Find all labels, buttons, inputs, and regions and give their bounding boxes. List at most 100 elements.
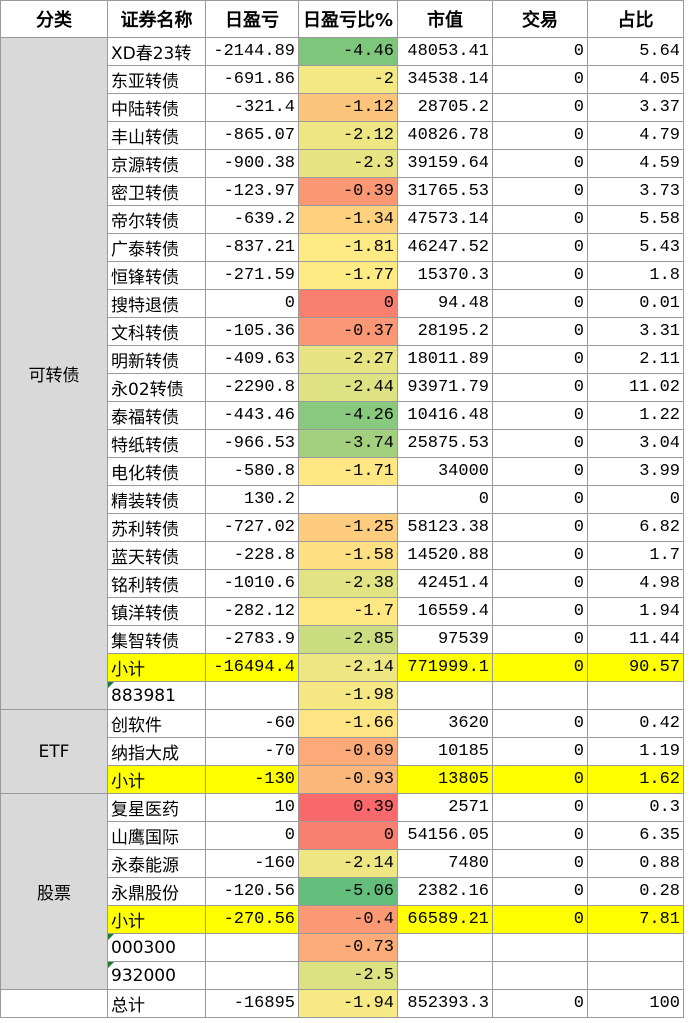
cell-pnl: -691.86: [205, 65, 299, 94]
empty-cell: [205, 961, 299, 990]
category: 可转债: [0, 37, 108, 710]
column-header: 证券名称: [107, 0, 206, 38]
cell-value: 40826.78: [397, 121, 493, 150]
cell-ratio: -0.93: [298, 765, 398, 794]
cell-pnl: -120.56: [205, 877, 299, 906]
cell-trade: 0: [492, 485, 588, 514]
cell-value: 93971.79: [397, 373, 493, 402]
column-header: 交易: [492, 0, 588, 38]
cell-ratio: -0.39: [298, 177, 398, 206]
data-row: 山鹰国际 0 0 54156.05 0 6.35: [1, 821, 684, 850]
cell-share: 5.43: [587, 233, 684, 262]
cell-share: 5.64: [587, 37, 684, 66]
security-name: 帝尔转债: [107, 205, 206, 234]
cell-value: 39159.64: [397, 149, 493, 178]
empty-cell: [492, 933, 588, 962]
cell-ratio: -1.25: [298, 513, 398, 542]
cell-ratio: -1.94: [298, 989, 398, 1018]
subtotal-row: 小计 -16494.4 -2.14 771999.1 0 90.57: [1, 653, 684, 682]
cell-trade: 0: [492, 653, 588, 682]
cell-share: 7.81: [587, 905, 684, 934]
cell-ratio: -5.06: [298, 877, 398, 906]
data-row: 电化转债 -580.8 -1.71 34000 0 3.99: [1, 457, 684, 486]
security-name: 搜特退债: [107, 289, 206, 318]
cell-trade: 0: [492, 737, 588, 766]
cell-value: 46247.52: [397, 233, 493, 262]
cell-trade: 0: [492, 709, 588, 738]
cell-share: 6.35: [587, 821, 684, 850]
cell-value: 10185: [397, 737, 493, 766]
cell-ratio: -2.27: [298, 345, 398, 374]
security-name: 小计: [107, 653, 206, 682]
cell-pnl: -639.2: [205, 205, 299, 234]
cell-pnl: -409.63: [205, 345, 299, 374]
cell-trade: 0: [492, 261, 588, 290]
cell-share: 0.42: [587, 709, 684, 738]
category: ETF: [0, 709, 108, 794]
cell-value: 42451.4: [397, 569, 493, 598]
cell-trade: 0: [492, 905, 588, 934]
data-row: 可转债 XD春23转 -2144.89 -4.46 48053.41 0 5.64: [0, 37, 684, 710]
cell-pnl: -105.36: [205, 317, 299, 346]
security-name: XD春23转: [107, 37, 206, 66]
cell-value: 7480: [397, 849, 493, 878]
cell-ratio: -1.58: [298, 541, 398, 570]
empty-cell: [397, 681, 493, 710]
data-row: 东亚转债 -691.86 -2 34538.14 0 4.05: [1, 65, 684, 94]
cell-share: 1.7: [587, 541, 684, 570]
cell-pnl: -580.8: [205, 457, 299, 486]
column-header: 市值: [397, 0, 493, 38]
security-name: 000300: [107, 933, 206, 962]
cell-value: 28195.2: [397, 317, 493, 346]
security-name: 广泰转债: [107, 233, 206, 262]
security-name: 883981: [107, 681, 206, 710]
cell-pnl: -837.21: [205, 233, 299, 262]
empty-cell: [397, 933, 493, 962]
cell-pnl: -16895: [205, 989, 299, 1018]
cell-value: 0: [397, 485, 493, 514]
cell-share: 0.01: [587, 289, 684, 318]
cell-ratio: -1.34: [298, 205, 398, 234]
cell-ratio: -2: [298, 65, 398, 94]
security-name: 小计: [107, 765, 206, 794]
total-row: 总计 -16895 -1.94 852393.3 0 100: [0, 989, 684, 1018]
security-name: 小计: [107, 905, 206, 934]
cell-share: 1.19: [587, 737, 684, 766]
data-row: 纳指大成 -70 -0.69 10185 0 1.19: [1, 737, 684, 766]
cell-ratio: -2.3: [298, 149, 398, 178]
security-name: 山鹰国际: [107, 821, 206, 850]
cell-ratio: -1.81: [298, 233, 398, 262]
cell-share: 0.28: [587, 877, 684, 906]
cell-ratio: 0: [298, 289, 398, 318]
cell-trade: 0: [492, 793, 588, 822]
security-name: 中陆转债: [107, 93, 206, 122]
data-row: 中陆转债 -321.4 -1.12 28705.2 0 3.37: [1, 93, 684, 122]
cell-ratio: -1.12: [298, 93, 398, 122]
cell-share: 0.88: [587, 849, 684, 878]
cell-trade: 0: [492, 289, 588, 318]
cell-ratio: -2.14: [298, 653, 398, 682]
cell-share: 1.94: [587, 597, 684, 626]
security-name: 京源转债: [107, 149, 206, 178]
security-name: 永02转债: [107, 373, 206, 402]
empty-cell: [587, 961, 684, 990]
cell-value: 58123.38: [397, 513, 493, 542]
data-row: 932000 -2.5: [1, 961, 684, 990]
cell-value: 48053.41: [397, 37, 493, 66]
cell-share: 3.31: [587, 317, 684, 346]
cell-trade: 0: [492, 373, 588, 402]
cell-share: 4.59: [587, 149, 684, 178]
security-name: 丰山转债: [107, 121, 206, 150]
data-row: 特纸转债 -966.53 -3.74 25875.53 0 3.04: [1, 429, 684, 458]
empty-cell: [587, 933, 684, 962]
cell-ratio: -0.4: [298, 905, 398, 934]
cell-trade: 0: [492, 849, 588, 878]
cell-value: 28705.2: [397, 93, 493, 122]
cell-trade: 0: [492, 401, 588, 430]
cell-ratio: -3.74: [298, 429, 398, 458]
security-name: 电化转债: [107, 457, 206, 486]
empty-cell: [205, 681, 299, 710]
empty-cell: [298, 485, 398, 514]
cell-trade: 0: [492, 877, 588, 906]
data-row: 000300 -0.73: [1, 933, 684, 962]
